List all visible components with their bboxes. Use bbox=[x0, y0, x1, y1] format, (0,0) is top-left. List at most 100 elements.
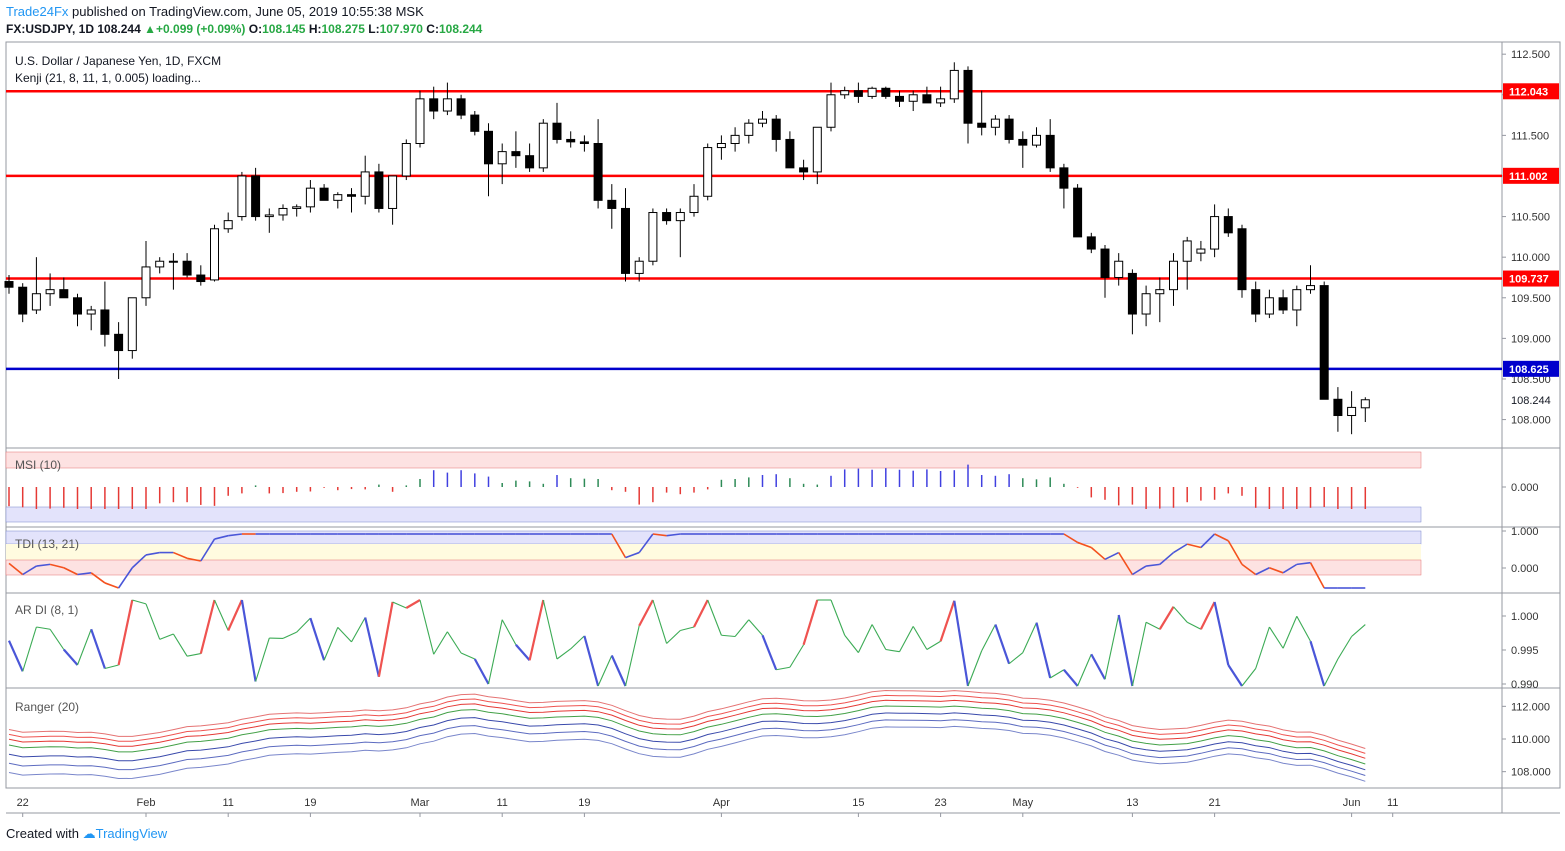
candle[interactable] bbox=[347, 194, 356, 197]
candle[interactable] bbox=[922, 94, 932, 104]
candle[interactable] bbox=[1347, 406, 1357, 417]
candle[interactable] bbox=[799, 167, 809, 173]
candle[interactable] bbox=[840, 90, 850, 96]
candle[interactable] bbox=[31, 293, 41, 311]
candle[interactable] bbox=[1251, 289, 1261, 315]
candle[interactable] bbox=[4, 281, 14, 288]
candle[interactable] bbox=[237, 175, 247, 218]
candle[interactable] bbox=[333, 194, 343, 201]
time-axis[interactable]: 22 Feb 11 19 Mar 11 19 Apr 15 23 May 13 21 Jun 11 bbox=[17, 797, 1399, 817]
candle[interactable] bbox=[374, 171, 384, 209]
candle[interactable] bbox=[484, 130, 493, 165]
candle[interactable] bbox=[1237, 228, 1247, 291]
candle[interactable] bbox=[264, 214, 274, 218]
candle[interactable] bbox=[1155, 289, 1165, 295]
candle[interactable] bbox=[662, 212, 672, 222]
candle[interactable] bbox=[1210, 216, 1220, 250]
candle[interactable] bbox=[127, 297, 137, 352]
candle[interactable] bbox=[155, 260, 165, 268]
candle[interactable] bbox=[977, 122, 987, 128]
candle[interactable] bbox=[429, 98, 439, 112]
candle[interactable] bbox=[525, 155, 535, 169]
candle[interactable] bbox=[785, 138, 795, 169]
candle[interactable] bbox=[552, 122, 562, 140]
candle[interactable] bbox=[566, 138, 576, 143]
candle[interactable] bbox=[1182, 240, 1192, 262]
candle[interactable] bbox=[511, 151, 521, 157]
candle[interactable] bbox=[100, 309, 110, 335]
candle[interactable] bbox=[1045, 134, 1055, 169]
candle[interactable] bbox=[1004, 118, 1014, 140]
candle[interactable] bbox=[388, 175, 398, 209]
candle[interactable] bbox=[1333, 398, 1343, 417]
candle[interactable] bbox=[744, 122, 754, 136]
candle[interactable] bbox=[18, 286, 28, 315]
candle[interactable] bbox=[168, 260, 178, 263]
candle[interactable] bbox=[59, 289, 69, 299]
candle[interactable] bbox=[1292, 289, 1302, 311]
candle[interactable] bbox=[1169, 260, 1178, 291]
candle[interactable] bbox=[360, 171, 370, 197]
candle[interactable] bbox=[305, 187, 315, 208]
candle[interactable] bbox=[579, 141, 589, 145]
candle[interactable] bbox=[223, 220, 233, 230]
candle[interactable] bbox=[278, 207, 288, 216]
candle[interactable] bbox=[442, 98, 452, 112]
candle[interactable] bbox=[1360, 399, 1370, 409]
candle[interactable] bbox=[1319, 285, 1329, 400]
candle[interactable] bbox=[114, 333, 124, 352]
candle[interactable] bbox=[1086, 236, 1096, 250]
candle[interactable] bbox=[1141, 293, 1151, 315]
candle[interactable] bbox=[703, 147, 713, 197]
candle[interactable] bbox=[1223, 216, 1233, 234]
ranger-pane[interactable]: 112.000 110.000 108.000 bbox=[8, 689, 1551, 782]
candle[interactable] bbox=[470, 114, 480, 132]
candle[interactable] bbox=[1127, 272, 1137, 315]
candle[interactable] bbox=[936, 98, 946, 104]
candle[interactable] bbox=[319, 187, 329, 201]
candle[interactable] bbox=[1264, 297, 1274, 315]
candle[interactable] bbox=[621, 207, 630, 274]
candle[interactable] bbox=[853, 90, 863, 97]
price-pane[interactable]: 108.000 108.500 109.000 109.500 110.000 110.5… bbox=[4, 49, 1559, 435]
tdi-pane[interactable]: 1.000 0.000 bbox=[5, 526, 1539, 589]
candle[interactable] bbox=[210, 228, 219, 281]
candle[interactable] bbox=[73, 297, 82, 315]
candle[interactable] bbox=[990, 118, 1000, 128]
candle[interactable] bbox=[826, 94, 836, 128]
candle[interactable] bbox=[771, 118, 781, 140]
candle[interactable] bbox=[648, 212, 658, 262]
candle[interactable] bbox=[538, 122, 548, 169]
candle[interactable] bbox=[867, 87, 877, 97]
candle[interactable] bbox=[45, 289, 55, 295]
candle[interactable] bbox=[593, 143, 603, 201]
candle[interactable] bbox=[1018, 138, 1028, 146]
candle[interactable] bbox=[497, 151, 507, 165]
candle[interactable] bbox=[456, 98, 466, 116]
candle[interactable] bbox=[1059, 167, 1069, 189]
candle[interactable] bbox=[1196, 248, 1206, 254]
candle[interactable] bbox=[607, 199, 617, 209]
candle[interactable] bbox=[730, 134, 740, 145]
candle[interactable] bbox=[86, 309, 96, 315]
candle[interactable] bbox=[908, 94, 918, 102]
candle[interactable] bbox=[401, 143, 411, 177]
candle[interactable] bbox=[141, 266, 151, 299]
candle[interactable] bbox=[1032, 134, 1041, 146]
candle[interactable] bbox=[634, 260, 644, 274]
candle[interactable] bbox=[689, 195, 699, 214]
candle[interactable] bbox=[963, 69, 973, 124]
candle[interactable] bbox=[1073, 187, 1083, 238]
candle[interactable] bbox=[1100, 248, 1110, 278]
msi-pane[interactable]: 0.000 bbox=[5, 451, 1539, 523]
candle[interactable] bbox=[1114, 260, 1124, 278]
candle[interactable] bbox=[716, 143, 726, 149]
candle[interactable] bbox=[949, 69, 959, 100]
candle[interactable] bbox=[895, 95, 904, 102]
tradingview-brand[interactable]: TradingView bbox=[95, 826, 168, 841]
publisher-name[interactable]: Trade24Fx bbox=[6, 4, 69, 19]
candle[interactable] bbox=[292, 206, 302, 209]
candle[interactable] bbox=[196, 274, 206, 283]
candle[interactable] bbox=[251, 175, 261, 218]
